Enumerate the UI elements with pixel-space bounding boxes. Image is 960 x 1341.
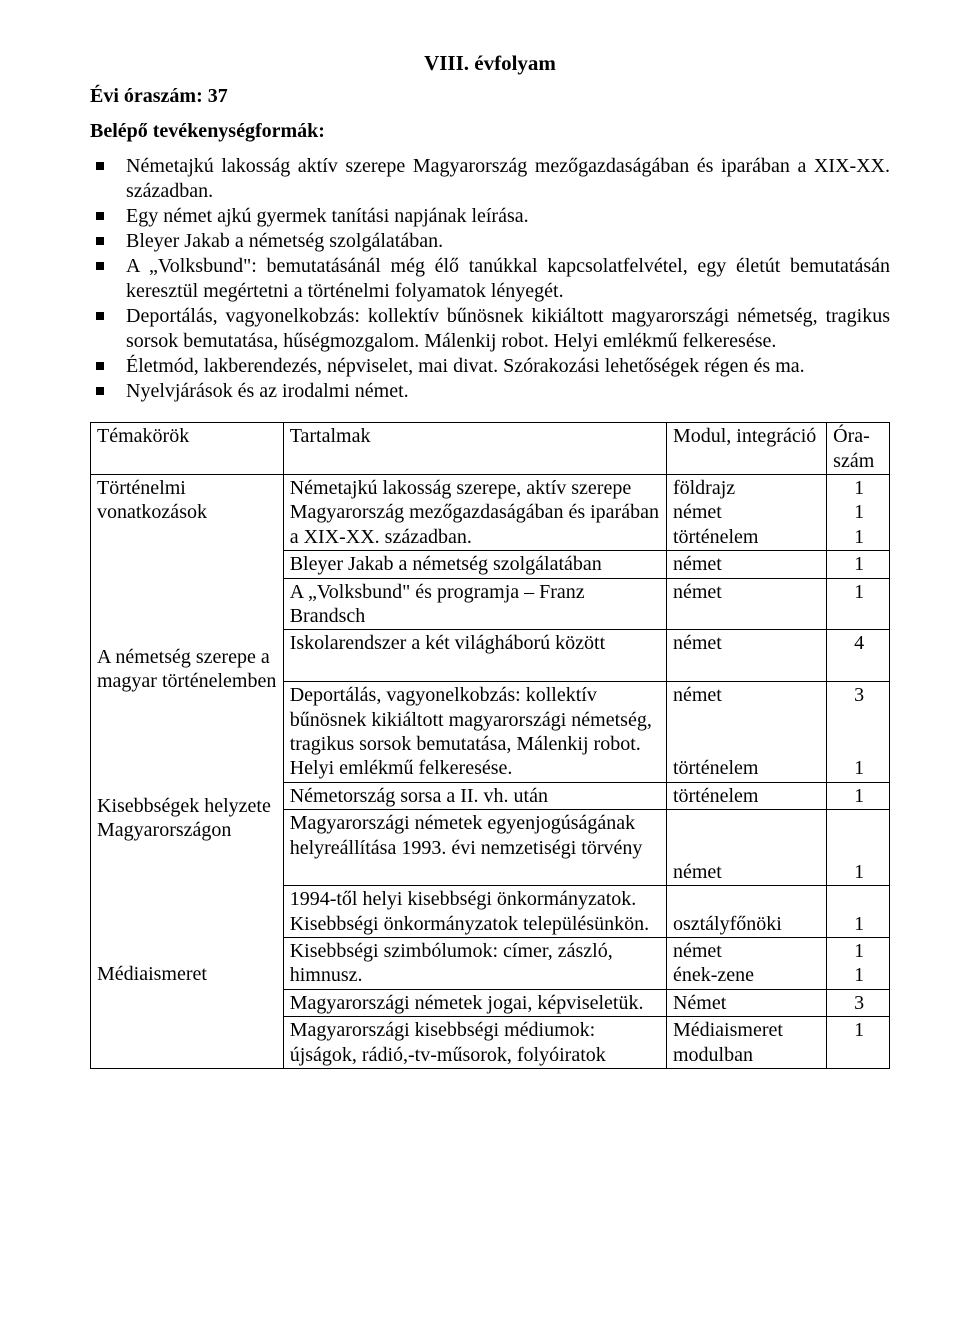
td-content: A „Volksbund" és programja – Franz Brand… xyxy=(283,578,666,630)
modul-line xyxy=(673,811,822,835)
list-item: Deportálás, vagyonelkobzás: kollektív bű… xyxy=(90,304,890,354)
hours-line xyxy=(833,732,885,756)
td-hours: 1 xyxy=(827,810,890,886)
td-content: Deportálás, vagyonelkobzás: kollektív bű… xyxy=(283,682,666,783)
hours-line: 1 xyxy=(833,500,885,524)
th-hours: Óra-szám xyxy=(827,423,890,475)
td-content: Németajkú lakosság szerepe, aktív szerep… xyxy=(283,475,666,551)
hours-line: 1 xyxy=(833,963,885,987)
bullet-text: Nyelvjárások és az irodalmi német. xyxy=(126,379,890,404)
topic-3: Kisebbségek helyzete Magyarországon xyxy=(97,794,279,843)
td-content: Magyarországi németek egyenjogúságának h… xyxy=(283,810,666,886)
square-bullet-icon xyxy=(96,162,104,170)
table-row: Történelmi vonatkozások A németség szere… xyxy=(91,475,890,551)
square-bullet-icon xyxy=(96,212,104,220)
table-header-row: Témakörök Tartalmak Modul, integráció Ór… xyxy=(91,423,890,475)
topic-1: Történelmi vonatkozások xyxy=(97,476,279,525)
td-hours: 1 xyxy=(827,551,890,578)
td-modul: német xyxy=(666,551,826,578)
td-hours: 1 xyxy=(827,886,890,938)
content-line: Iskolarendszer a két világháború között xyxy=(290,632,605,654)
bullet-text: Egy német ajkú gyermek tanítási napjának… xyxy=(126,204,890,229)
td-modul: német ének-zene xyxy=(666,938,826,990)
td-modul: Német xyxy=(666,989,826,1016)
square-bullet-icon xyxy=(96,262,104,270)
hours-line: 3 xyxy=(833,683,885,707)
td-modul: német xyxy=(666,578,826,630)
td-content: 1994-től helyi kisebbségi önkormányzatok… xyxy=(283,886,666,938)
list-item: Életmód, lakberendezés, népviselet, mai … xyxy=(90,354,890,379)
td-hours: 1 xyxy=(827,578,890,630)
td-hours: 3 1 xyxy=(827,682,890,783)
modul-line: ének-zene xyxy=(673,963,822,987)
td-hours: 3 xyxy=(827,989,890,1016)
modul-line: történelem xyxy=(673,525,822,549)
td-modul: német xyxy=(666,630,826,682)
list-item: Nyelvjárások és az irodalmi német. xyxy=(90,379,890,404)
td-content: Magyarországi németek jogai, képviseletü… xyxy=(283,989,666,1016)
topics-cell: Történelmi vonatkozások A németség szere… xyxy=(91,475,284,1069)
td-hours: 1 xyxy=(827,1017,890,1069)
th-topic: Témakörök xyxy=(91,423,284,475)
activities-heading: Belépő tevékenységformák: xyxy=(90,119,890,144)
td-content: Németország sorsa a II. vh. után xyxy=(283,782,666,809)
td-content: Iskolarendszer a két világháború között xyxy=(283,630,666,682)
topic-4: Médiaismeret xyxy=(97,962,279,986)
modul-line: történelem xyxy=(673,756,822,780)
td-modul: osztályfőnöki xyxy=(666,886,826,938)
td-content: Kisebbségi szimbólumok: címer, zászló, h… xyxy=(283,938,666,990)
td-hours: 4 xyxy=(827,630,890,682)
bullet-text: Deportálás, vagyonelkobzás: kollektív bű… xyxy=(126,304,890,354)
hours-line xyxy=(833,836,885,860)
content-table: Témakörök Tartalmak Modul, integráció Ór… xyxy=(90,422,890,1069)
td-hours: 1 xyxy=(827,782,890,809)
hours-line: 1 xyxy=(833,756,885,780)
square-bullet-icon xyxy=(96,362,104,370)
bullet-text: Életmód, lakberendezés, népviselet, mai … xyxy=(126,354,890,379)
td-content: Magyarországi kisebbségi médiumok: újság… xyxy=(283,1017,666,1069)
td-content: Bleyer Jakab a németség szolgálatában xyxy=(283,551,666,578)
td-hours: 1 1 1 xyxy=(827,475,890,551)
bullet-text: A „Volksbund": bemutatásánál még élő tan… xyxy=(126,254,890,304)
hours-line xyxy=(833,887,885,911)
modul-line: német xyxy=(673,500,822,524)
modul-line: német xyxy=(673,860,822,884)
hours-line xyxy=(833,708,885,732)
td-modul: német történelem xyxy=(666,682,826,783)
modul-line xyxy=(673,836,822,860)
hours-line: 1 xyxy=(833,476,885,500)
page-title: VIII. évfolyam xyxy=(90,50,890,76)
square-bullet-icon xyxy=(96,312,104,320)
modul-line xyxy=(673,887,822,911)
square-bullet-icon xyxy=(96,387,104,395)
bullet-text: Bleyer Jakab a németség szolgálatában. xyxy=(126,229,890,254)
td-modul: Médiaismeret modulban xyxy=(666,1017,826,1069)
hours-line xyxy=(833,811,885,835)
list-item: Németajkú lakosság aktív szerepe Magyaro… xyxy=(90,154,890,204)
hours-line: 1 xyxy=(833,912,885,936)
td-modul: földrajz német történelem xyxy=(666,475,826,551)
list-item: A „Volksbund": bemutatásánál még élő tan… xyxy=(90,254,890,304)
modul-line: földrajz xyxy=(673,476,822,500)
bullet-text: Németajkú lakosság aktív szerepe Magyaro… xyxy=(126,154,890,204)
th-content: Tartalmak xyxy=(283,423,666,475)
modul-line xyxy=(673,732,822,756)
modul-line: német xyxy=(673,683,822,707)
th-modul: Modul, integráció xyxy=(666,423,826,475)
modul-line: osztályfőnöki xyxy=(673,912,822,936)
topic-2: A németség szerepe a magyar történelembe… xyxy=(97,645,279,694)
annual-hours: Évi óraszám: 37 xyxy=(90,84,890,109)
list-item: Bleyer Jakab a németség szolgálatában. xyxy=(90,229,890,254)
square-bullet-icon xyxy=(96,237,104,245)
bullet-list: Németajkú lakosság aktív szerepe Magyaro… xyxy=(90,154,890,404)
list-item: Egy német ajkú gyermek tanítási napjának… xyxy=(90,204,890,229)
modul-line: német xyxy=(673,939,822,963)
td-modul: történelem xyxy=(666,782,826,809)
td-modul: német xyxy=(666,810,826,886)
modul-line xyxy=(673,708,822,732)
td-hours: 1 1 xyxy=(827,938,890,990)
hours-line: 1 xyxy=(833,860,885,884)
hours-line: 1 xyxy=(833,939,885,963)
hours-line: 1 xyxy=(833,525,885,549)
